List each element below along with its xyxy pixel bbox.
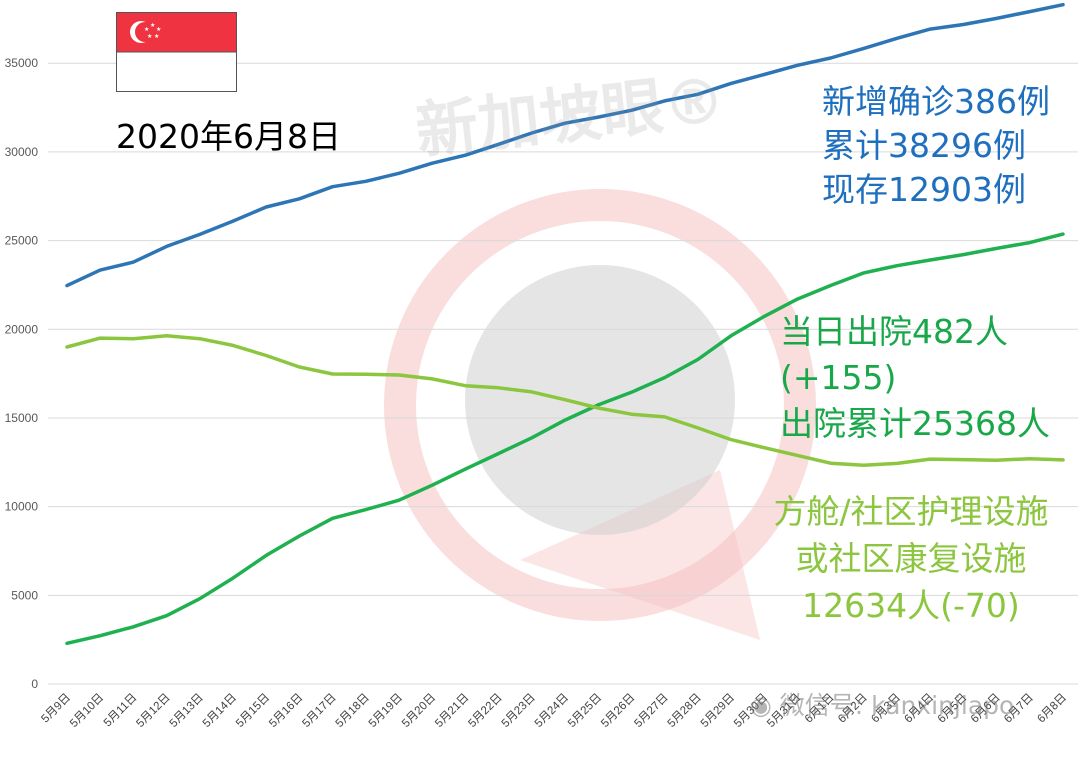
x-tick-label: 5月12日 — [134, 692, 172, 730]
x-tick-label: 5月18日 — [334, 692, 372, 730]
svg-text:★: ★ — [150, 22, 155, 29]
y-tick-label: 30000 — [5, 145, 39, 159]
x-tick-label: 5月28日 — [666, 692, 704, 730]
total-discharged-text: 出院累计25368人 — [780, 404, 1050, 443]
x-tick-label: 5月10日 — [68, 692, 106, 730]
x-tick-label: 5月23日 — [500, 692, 538, 730]
wechat-icon: ◉ — [750, 691, 780, 720]
x-tick-label: 5月26日 — [599, 692, 637, 730]
x-tick-label: 5月29日 — [699, 692, 737, 730]
svg-text:★: ★ — [156, 26, 161, 33]
watermark-tail — [520, 470, 760, 640]
credit-text: 微信号: kanxinjiapo — [779, 691, 1015, 720]
discharged-line — [65, 232, 1065, 646]
x-tick-label: 5月11日 — [102, 692, 140, 730]
y-tick-label: 25000 — [5, 234, 39, 248]
y-tick-label: 0 — [31, 677, 38, 691]
y-tick-label: 5000 — [11, 588, 38, 602]
date-label: 2020年6月8日 — [116, 117, 341, 156]
discharged-annotation: 当日出院482人 (+155) 出院累计25368人 — [780, 309, 1050, 447]
x-tick-label: 5月14日 — [201, 692, 239, 730]
discharged-change-text: (+155) — [780, 358, 897, 397]
x-tick-label: 5月17日 — [300, 692, 338, 730]
facility-line-1: 方舱/社区护理设施 — [773, 492, 1049, 531]
active-cases-text: 现存12903例 — [822, 170, 1026, 209]
x-tick-label: 5月19日 — [367, 692, 405, 730]
y-tick-label: 35000 — [5, 56, 39, 70]
watermark-center — [465, 265, 735, 535]
x-tick-label: 5月15日 — [234, 692, 272, 730]
x-tick-label: 5月25日 — [566, 692, 604, 730]
singapore-flag-icon: ★★★ ★ ★ — [116, 12, 237, 92]
new-confirmed-text: 新增确诊386例 — [822, 82, 1050, 121]
confirmed-annotation: 新增确诊386例 累计38296例 现存12903例 — [822, 80, 1050, 212]
wechat-credit: ◉ 微信号: kanxinjiapo — [750, 686, 1014, 722]
kanxinjiapo-logo-icon — [384, 189, 816, 640]
svg-text:★: ★ — [154, 33, 159, 40]
facility-line-2: 或社区康复设施 — [795, 539, 1027, 578]
x-tick-label: 5月13日 — [168, 692, 206, 730]
svg-text:★: ★ — [147, 33, 152, 40]
x-tick-label: 5月24日 — [533, 692, 571, 730]
watermark-ring — [384, 189, 816, 621]
x-tick-label: 5月20日 — [400, 692, 438, 730]
total-confirmed-text: 累计38296例 — [822, 126, 1026, 165]
svg-text:★: ★ — [144, 26, 149, 33]
y-tick-label: 15000 — [5, 411, 39, 425]
x-tick-label: 5月16日 — [267, 692, 305, 730]
community-facility-annotation: 方舱/社区护理设施 或社区康复设施 12634人(-70) — [750, 488, 1072, 629]
x-tick-label: 5月21日 — [433, 692, 471, 730]
y-tick-label: 10000 — [5, 500, 39, 514]
y-tick-label: 20000 — [5, 322, 39, 336]
facility-count-text: 12634人(-70) — [802, 586, 1020, 625]
x-tick-label: 5月27日 — [632, 692, 670, 730]
x-tick-label: 6月8日 — [1035, 692, 1069, 726]
series-lines — [65, 2, 1065, 646]
y-tick-labels: 0 5000 10000 15000 20000 25000 30000 35000 — [5, 56, 39, 691]
daily-discharged-text: 当日出院482人 — [780, 312, 1008, 351]
x-tick-label: 5月22日 — [466, 692, 504, 730]
